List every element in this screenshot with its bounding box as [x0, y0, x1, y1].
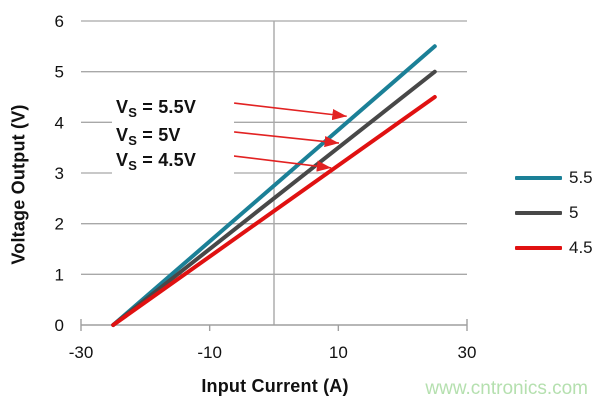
- x-tick-label: -10: [197, 343, 222, 362]
- series-line-5.5: [111, 44, 437, 327]
- series-annotation-4.5v: VS = 4.5V: [116, 149, 197, 172]
- y-axis-title: Voltage Output (V): [8, 104, 29, 265]
- y-tick-label: 4: [55, 113, 64, 132]
- annotation-subscript: S: [128, 105, 138, 121]
- y-tick-label: 3: [55, 164, 64, 183]
- legend-label: 4.5: [569, 237, 593, 257]
- annotation-text: = 4.5V: [137, 149, 197, 170]
- legend-entry-4.5: 4.5: [515, 230, 593, 265]
- annotation-subscript: S: [128, 157, 138, 173]
- legend-label: 5.5: [569, 167, 593, 187]
- annotation-text: = 5V: [137, 125, 181, 145]
- y-tick-label: 1: [55, 265, 64, 284]
- series-line-4.5: [111, 95, 437, 327]
- legend-swatch-4.5: [515, 245, 562, 250]
- legend-entry-5.5: 5.5: [515, 160, 593, 195]
- y-tick-label: 5: [55, 63, 64, 82]
- series-annotation-5.5v: VS = 5.5V: [116, 97, 197, 119]
- y-tick-label: 2: [55, 215, 64, 234]
- y-tick-label: 6: [55, 12, 64, 31]
- annotation-text: = 5.5V: [137, 97, 197, 118]
- annotation-arrow-1: [234, 131, 340, 148]
- series-line-5: [111, 69, 437, 327]
- annotation-text: V: [116, 149, 129, 170]
- x-tick-label: 30: [458, 343, 477, 362]
- annotation-text: V: [116, 125, 129, 145]
- x-tick-label: 10: [329, 343, 348, 362]
- annotation-text: V: [116, 97, 129, 118]
- legend-entry-5: 5: [515, 195, 593, 230]
- x-axis-title: Input Current (A): [201, 376, 349, 396]
- y-tick-label: 0: [55, 316, 64, 335]
- legend: 5.5 5 4.5: [515, 160, 593, 265]
- legend-swatch-5: [515, 210, 562, 215]
- annotation-background: [112, 93, 234, 178]
- legend-label: 5: [569, 202, 579, 222]
- watermark: www.cntronics.com: [425, 378, 588, 399]
- annotation-arrow-0: [234, 102, 347, 121]
- annotation-subscript: S: [128, 133, 138, 148]
- annotation-arrow-2: [232, 154, 332, 172]
- legend-swatch-5.5: [515, 175, 562, 180]
- series-annotation-5v: VS = 5V: [116, 125, 181, 147]
- x-tick-label: -30: [69, 343, 94, 362]
